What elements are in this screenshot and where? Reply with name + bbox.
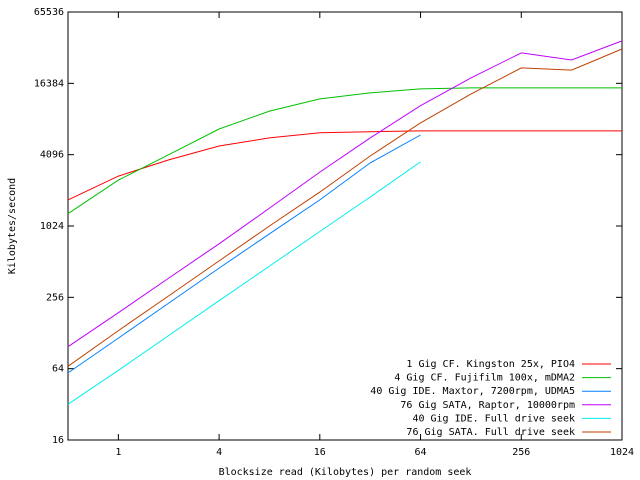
- y-tick-label: 16: [52, 435, 64, 446]
- x-tick-label: 4: [216, 447, 222, 458]
- x-tick-label: 256: [512, 447, 530, 458]
- legend-label: 1 Gig CF. Kingston 25x, PIO4: [406, 359, 575, 370]
- x-axis-label: Blocksize read (Kilobytes) per random se…: [219, 467, 472, 478]
- series-line: [67, 87, 622, 215]
- legend-label: 40 Gig IDE. Full drive seek: [412, 413, 575, 424]
- y-tick-label: 1024: [40, 221, 64, 232]
- x-tick-label: 64: [415, 447, 427, 458]
- series-line: [67, 48, 623, 367]
- x-tick-label: 16: [314, 447, 326, 458]
- series-line: [67, 161, 421, 405]
- legend-label: 40 Gig IDE. Maxtor, 7200rpm, UDMA5: [370, 386, 575, 397]
- y-tick-label: 65536: [34, 7, 64, 18]
- legend-label: 4 Gig CF. Fujifilm 100x, mDMA2: [394, 373, 575, 384]
- series-line: [67, 134, 421, 374]
- x-tick-label: 1: [115, 447, 121, 458]
- y-tick-label: 256: [46, 292, 64, 303]
- y-tick-label: 64: [52, 364, 64, 375]
- series-line: [67, 40, 623, 348]
- legend-label: 76 Gig SATA, Raptor, 10000rpm: [400, 400, 575, 411]
- y-axis-label: Kilobytes/second: [7, 178, 18, 274]
- x-tick-label: 1024: [610, 447, 634, 458]
- y-tick-label: 16384: [34, 78, 64, 89]
- legend-label: 76 Gig SATA. Full drive seek: [406, 427, 575, 438]
- y-tick-label: 4096: [40, 150, 64, 161]
- series-line: [67, 130, 622, 201]
